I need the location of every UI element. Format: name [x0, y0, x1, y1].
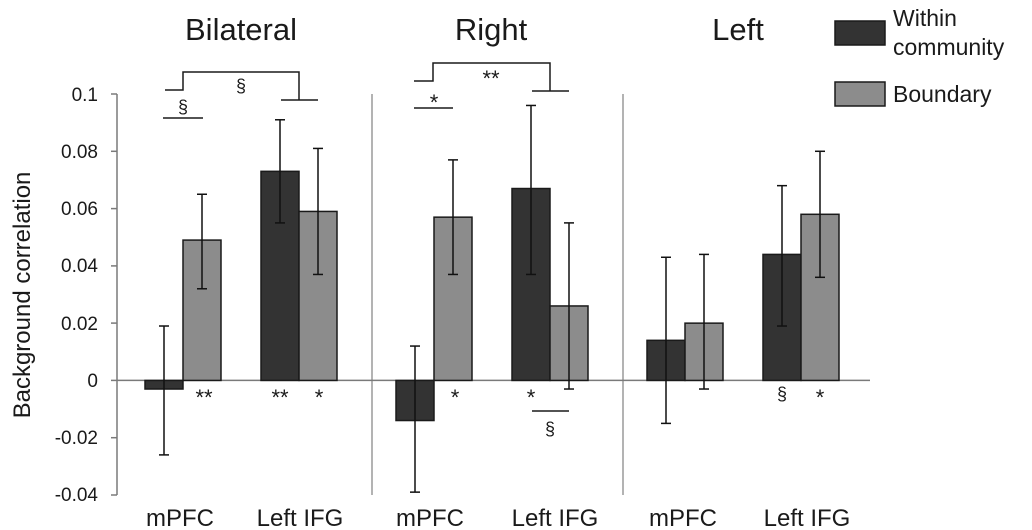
sig-marker: **	[271, 385, 289, 410]
sig-marker: *	[527, 385, 536, 410]
y-axis-label: Background correlation	[9, 172, 36, 419]
y-tick-label: 0.06	[61, 199, 98, 220]
legend-swatch-within	[834, 20, 886, 46]
legend-swatch-boundary	[834, 81, 886, 107]
legend: Within community Boundary	[834, 5, 1005, 107]
bracket-line	[414, 62, 551, 91]
bracket-labels: § § * ** §	[178, 66, 555, 439]
bars-layer	[144, 170, 840, 422]
y-tick-label: 0.08	[61, 142, 98, 163]
panel-title-left: Left	[712, 12, 764, 47]
bracket-label: §	[236, 76, 246, 96]
y-tick-label: 0.1	[72, 85, 98, 106]
x-tick-label: mPFC	[146, 505, 214, 530]
x-tick-labels: mPFC Left IFG mPFC Left IFG mPFC Left IF…	[146, 505, 850, 530]
x-tick-label: mPFC	[649, 505, 717, 530]
y-tick-labels: 0.1 0.08 0.06 0.04 0.02 0 -0.02 -0.04	[55, 85, 99, 506]
x-tick-label: Left IFG	[257, 505, 344, 530]
bracket-label: *	[430, 90, 439, 115]
panel-title-right: Right	[455, 12, 528, 47]
y-tick-label: 0.04	[61, 256, 98, 277]
x-tick-label: Left IFG	[764, 505, 851, 530]
significance-markers: ** ** * * * § *	[195, 384, 824, 410]
x-tick-label: mPFC	[396, 505, 464, 530]
y-tick-label: 0.02	[61, 314, 98, 335]
y-tick-label: 0	[87, 371, 98, 392]
bracket-label: **	[482, 66, 500, 91]
legend-label-boundary: Boundary	[893, 81, 992, 107]
sig-marker: *	[451, 385, 460, 410]
y-tick-label: -0.04	[55, 485, 99, 506]
sig-marker: *	[315, 385, 324, 410]
x-tick-label: Left IFG	[512, 505, 599, 530]
bracket-line	[165, 71, 300, 100]
y-tick-marks	[111, 93, 117, 496]
legend-label-within-line1: Within	[893, 5, 957, 31]
comparison-brackets	[163, 62, 569, 412]
legend-label-within-line2: community	[893, 34, 1005, 60]
sig-marker: **	[195, 385, 213, 410]
panel-title-bilateral: Bilateral	[185, 12, 297, 47]
sig-marker: *	[816, 385, 825, 410]
bracket-label: §	[178, 97, 188, 117]
error-bars-layer	[159, 104, 825, 493]
sig-marker: §	[777, 384, 787, 404]
y-tick-label: -0.02	[55, 428, 98, 449]
bracket-label: §	[545, 419, 555, 439]
